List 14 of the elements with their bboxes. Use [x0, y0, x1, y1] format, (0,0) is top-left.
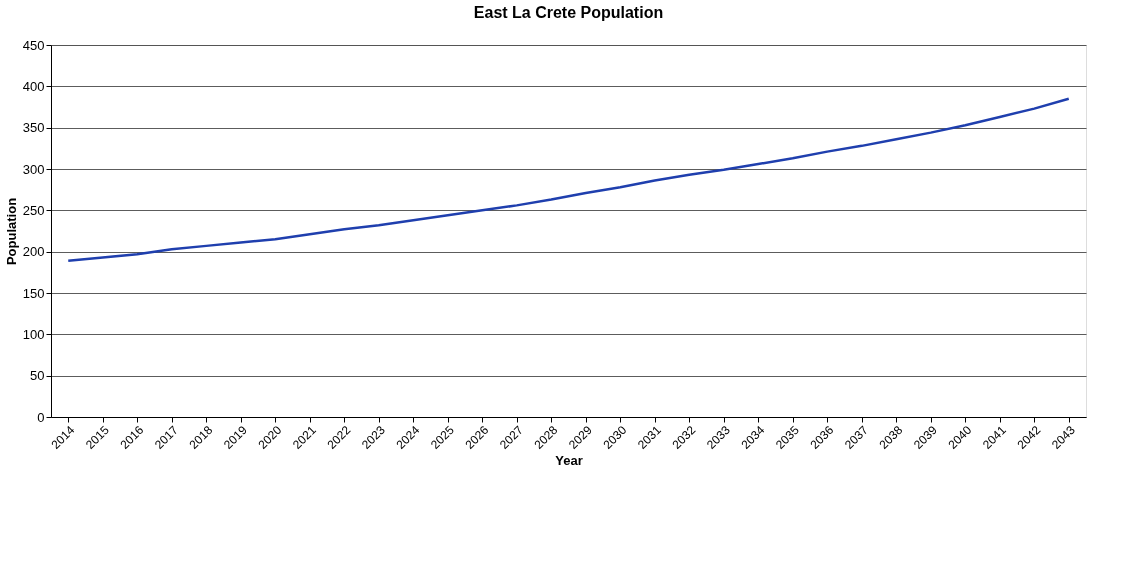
y-tick-label: 350 — [22, 120, 45, 136]
y-tick-label: 250 — [22, 202, 45, 218]
y-tick-label: 100 — [22, 326, 45, 342]
y-axis-title: Population — [3, 197, 19, 266]
line-series — [67, 97, 1070, 263]
y-tick-label: 400 — [22, 78, 45, 94]
y-tick-label: 50 — [30, 368, 45, 384]
y-tick-label: 0 — [37, 409, 45, 425]
y-tick-label: 450 — [22, 37, 45, 53]
x-axis-title: Year — [555, 453, 583, 469]
y-tick-label: 150 — [22, 285, 45, 301]
chart-title: East La Crete Population — [473, 4, 664, 21]
y-tick-label: 300 — [22, 161, 45, 177]
y-tick-label: 200 — [22, 244, 45, 260]
